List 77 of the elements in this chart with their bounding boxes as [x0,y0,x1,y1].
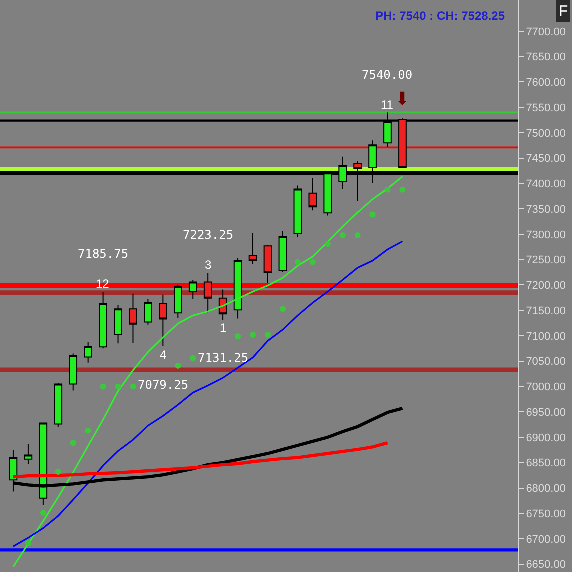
y-tick-label: 7400.00 [526,178,566,191]
y-tick-label: 7500.00 [526,128,566,140]
candlestick [308,178,318,212]
y-tick-label: 7650.00 [526,52,566,64]
y-tick-label: 7200.00 [526,280,566,292]
candlestick [54,382,63,428]
candlestick [234,258,242,320]
candlestick [188,280,198,300]
y-tick-label: 7350.00 [526,204,566,216]
point [100,384,106,390]
point [115,384,122,390]
y-tick-label: 7550.00 [526,102,566,114]
y-tick-label: 6850.00 [526,458,566,470]
point [175,362,182,369]
line-series [12,176,404,568]
text: PH: 7540 : CH: 7528.25 [376,9,506,24]
y-tick-label: 6650.00 [526,559,566,572]
annotation: 3 [205,258,212,272]
candlestick [24,444,33,465]
point [310,259,316,266]
annotation: 7079.25 [138,378,189,392]
point [324,241,331,248]
y-tick-label: 7100.00 [526,330,566,343]
y-tick-label: 7150.00 [526,305,566,318]
point [235,334,242,340]
annotation: 4 [160,348,167,362]
point [264,332,271,338]
point [250,332,256,338]
y-tick-label: 6950.00 [526,406,566,419]
point [40,510,46,516]
point [340,232,346,238]
y-tick-label: 7700.00 [526,26,566,38]
candlestick [294,185,302,238]
line-series [12,441,390,479]
point [55,469,62,476]
annotation: 1 [220,321,227,335]
y-tick-label: 6750.00 [526,508,566,520]
point [85,428,92,434]
point [130,384,136,390]
candlestick [114,304,122,344]
point [384,186,391,193]
candlestick [204,272,212,314]
candlestick [278,230,288,274]
point [280,306,286,312]
candlestick [129,293,138,344]
point [190,355,196,362]
point [400,186,406,193]
candlestick [99,292,108,350]
annotation: 7131.25 [198,351,249,365]
y-tick-label: 7300.00 [526,229,566,242]
y-tick-label: 7600.00 [526,77,566,90]
point [25,540,32,546]
candlestick [69,353,78,392]
annotation: 11 [381,98,394,112]
annotation: 7185.75 [78,247,129,261]
annotation: ⬇ [395,89,410,110]
annotation: 7223.25 [183,228,234,242]
annotation: 7540.00 [362,68,413,82]
text: F [559,3,568,20]
y-tick-label: 7050.00 [526,356,566,368]
point [294,259,301,266]
candlestick [174,284,182,319]
y-tick-label: 6800.00 [526,483,566,496]
candlestick [248,232,258,265]
y-tick-label: 7000.00 [526,382,566,394]
candlestick [159,294,168,348]
y-tick-label: 7450.00 [526,153,566,166]
candlestick [264,244,272,284]
candlestick [84,342,92,364]
candlestick [144,298,152,326]
y-tick-label: 6900.00 [526,432,566,444]
point [370,212,376,218]
point [354,232,361,238]
y-tick-label: 6700.00 [526,534,566,546]
annotation: 12 [96,277,110,291]
point [70,440,76,446]
y-tick-label: 7250.00 [526,254,566,267]
